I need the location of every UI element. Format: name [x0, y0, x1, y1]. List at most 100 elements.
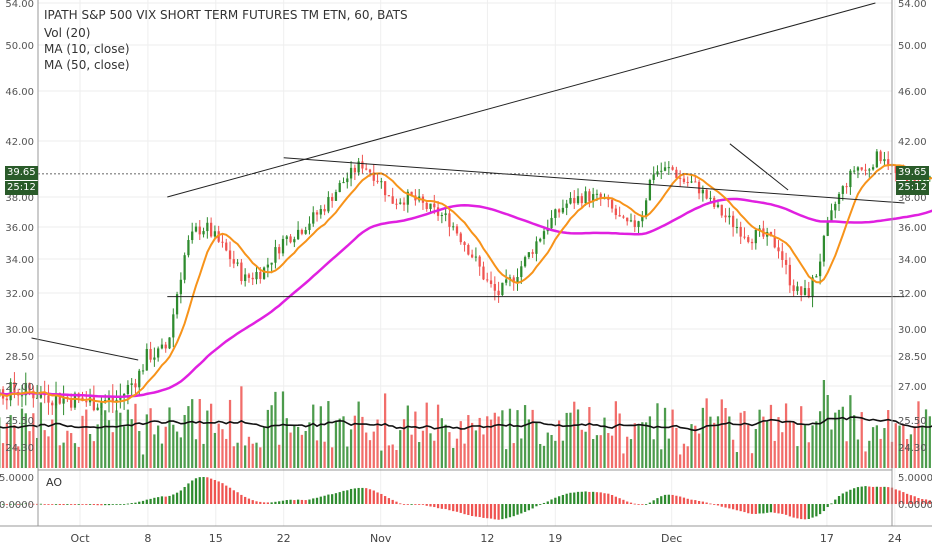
ao-bar	[300, 499, 304, 504]
volume-bar	[338, 418, 341, 468]
candle-body	[883, 159, 886, 162]
candle-body	[682, 178, 686, 182]
x-tick-label: 17	[820, 532, 834, 545]
candle-body	[387, 195, 391, 197]
volume-bar	[228, 399, 232, 468]
ao-bar	[187, 483, 190, 504]
ao-bar	[735, 504, 739, 511]
ao-bar	[921, 499, 924, 504]
ao-bar	[164, 496, 167, 504]
candle-body	[444, 213, 447, 216]
ao-bar	[32, 503, 35, 505]
volume-bar	[584, 431, 587, 468]
ao-tick-label-left: 0.0000	[0, 500, 34, 511]
ao-bar	[781, 504, 784, 514]
volume-bar	[221, 429, 224, 468]
volume-bar	[588, 407, 591, 468]
volume-bar	[433, 440, 436, 468]
y-tick-label-right: 38.00	[898, 193, 927, 204]
volume-bar	[88, 434, 92, 468]
ao-bar	[644, 504, 648, 505]
ao-bar	[622, 499, 625, 504]
candle-body	[610, 199, 614, 209]
volume-bar	[739, 412, 742, 468]
ao-bar	[565, 493, 568, 504]
ao-bar	[527, 504, 530, 511]
ao-bar	[43, 504, 46, 505]
volume-bar	[769, 404, 773, 468]
volume-bar	[66, 430, 69, 468]
candle-body	[478, 256, 481, 267]
ao-bar	[331, 494, 334, 504]
volume-bar	[414, 411, 417, 468]
volume-bar	[580, 429, 583, 468]
volume-bar	[17, 446, 20, 468]
x-tick-label: Oct	[70, 532, 90, 545]
ao-bar	[73, 504, 77, 505]
candle-body	[172, 314, 175, 338]
ao-bar	[633, 503, 636, 505]
volume-bar	[323, 441, 326, 468]
volume-bar	[467, 415, 470, 468]
volume-bar	[244, 445, 247, 468]
ao-bar	[440, 504, 443, 509]
volume-bar	[308, 422, 311, 468]
volume-bar	[478, 417, 481, 468]
volume-bar	[266, 409, 269, 468]
ao-bar	[463, 504, 466, 515]
volume-bar	[62, 442, 65, 468]
candle-body	[709, 197, 712, 199]
volume-bar	[168, 407, 171, 468]
ao-bar	[769, 504, 773, 513]
volume-bar	[622, 453, 625, 468]
ao-bar	[709, 503, 712, 505]
candle-body	[357, 161, 360, 173]
candle-body	[274, 247, 277, 263]
ao-bar	[830, 503, 833, 505]
candle-body	[92, 397, 95, 411]
candle-body	[841, 186, 844, 194]
candle-body	[463, 242, 466, 245]
volume-bar	[902, 424, 905, 468]
volume-bar	[346, 446, 349, 468]
volume-bar	[905, 439, 909, 468]
volume-bar	[232, 446, 235, 468]
volume-bar	[402, 419, 406, 468]
volume-bar	[270, 405, 273, 468]
ao-bar	[206, 477, 209, 504]
volume-bar	[539, 443, 542, 468]
ao-bar	[255, 501, 258, 504]
ao-bar	[13, 503, 16, 505]
candle-body	[251, 277, 254, 280]
volume-bar	[834, 412, 837, 468]
volume-bar	[637, 424, 640, 468]
volume-bar	[32, 413, 35, 468]
volume-bar	[573, 401, 576, 468]
ao-bar	[274, 501, 277, 504]
volume-bar	[811, 425, 814, 468]
volume-bar	[312, 404, 315, 468]
volume-bar	[618, 413, 621, 468]
candle-body	[747, 237, 750, 242]
ao-bar	[807, 504, 810, 519]
ao-bar	[244, 496, 247, 504]
volume-bar	[758, 409, 761, 468]
candle-body	[705, 189, 708, 199]
volume-bar	[24, 413, 27, 468]
y-tick-label-left: 54.00	[5, 0, 34, 10]
indicator-ma50: MA (50, close)	[44, 58, 130, 72]
candle-body	[864, 169, 867, 171]
candle-body	[440, 215, 443, 217]
volume-bar	[111, 432, 114, 468]
ao-bar	[406, 504, 409, 505]
ao-bar	[569, 492, 572, 504]
candle-body	[96, 407, 99, 411]
candle-body	[225, 242, 228, 251]
candle-body	[905, 175, 909, 186]
candle-body	[539, 238, 542, 242]
volume-bar	[115, 410, 118, 468]
volume-bar	[410, 434, 413, 468]
volume-bar	[512, 443, 515, 468]
ao-bar	[557, 496, 561, 504]
